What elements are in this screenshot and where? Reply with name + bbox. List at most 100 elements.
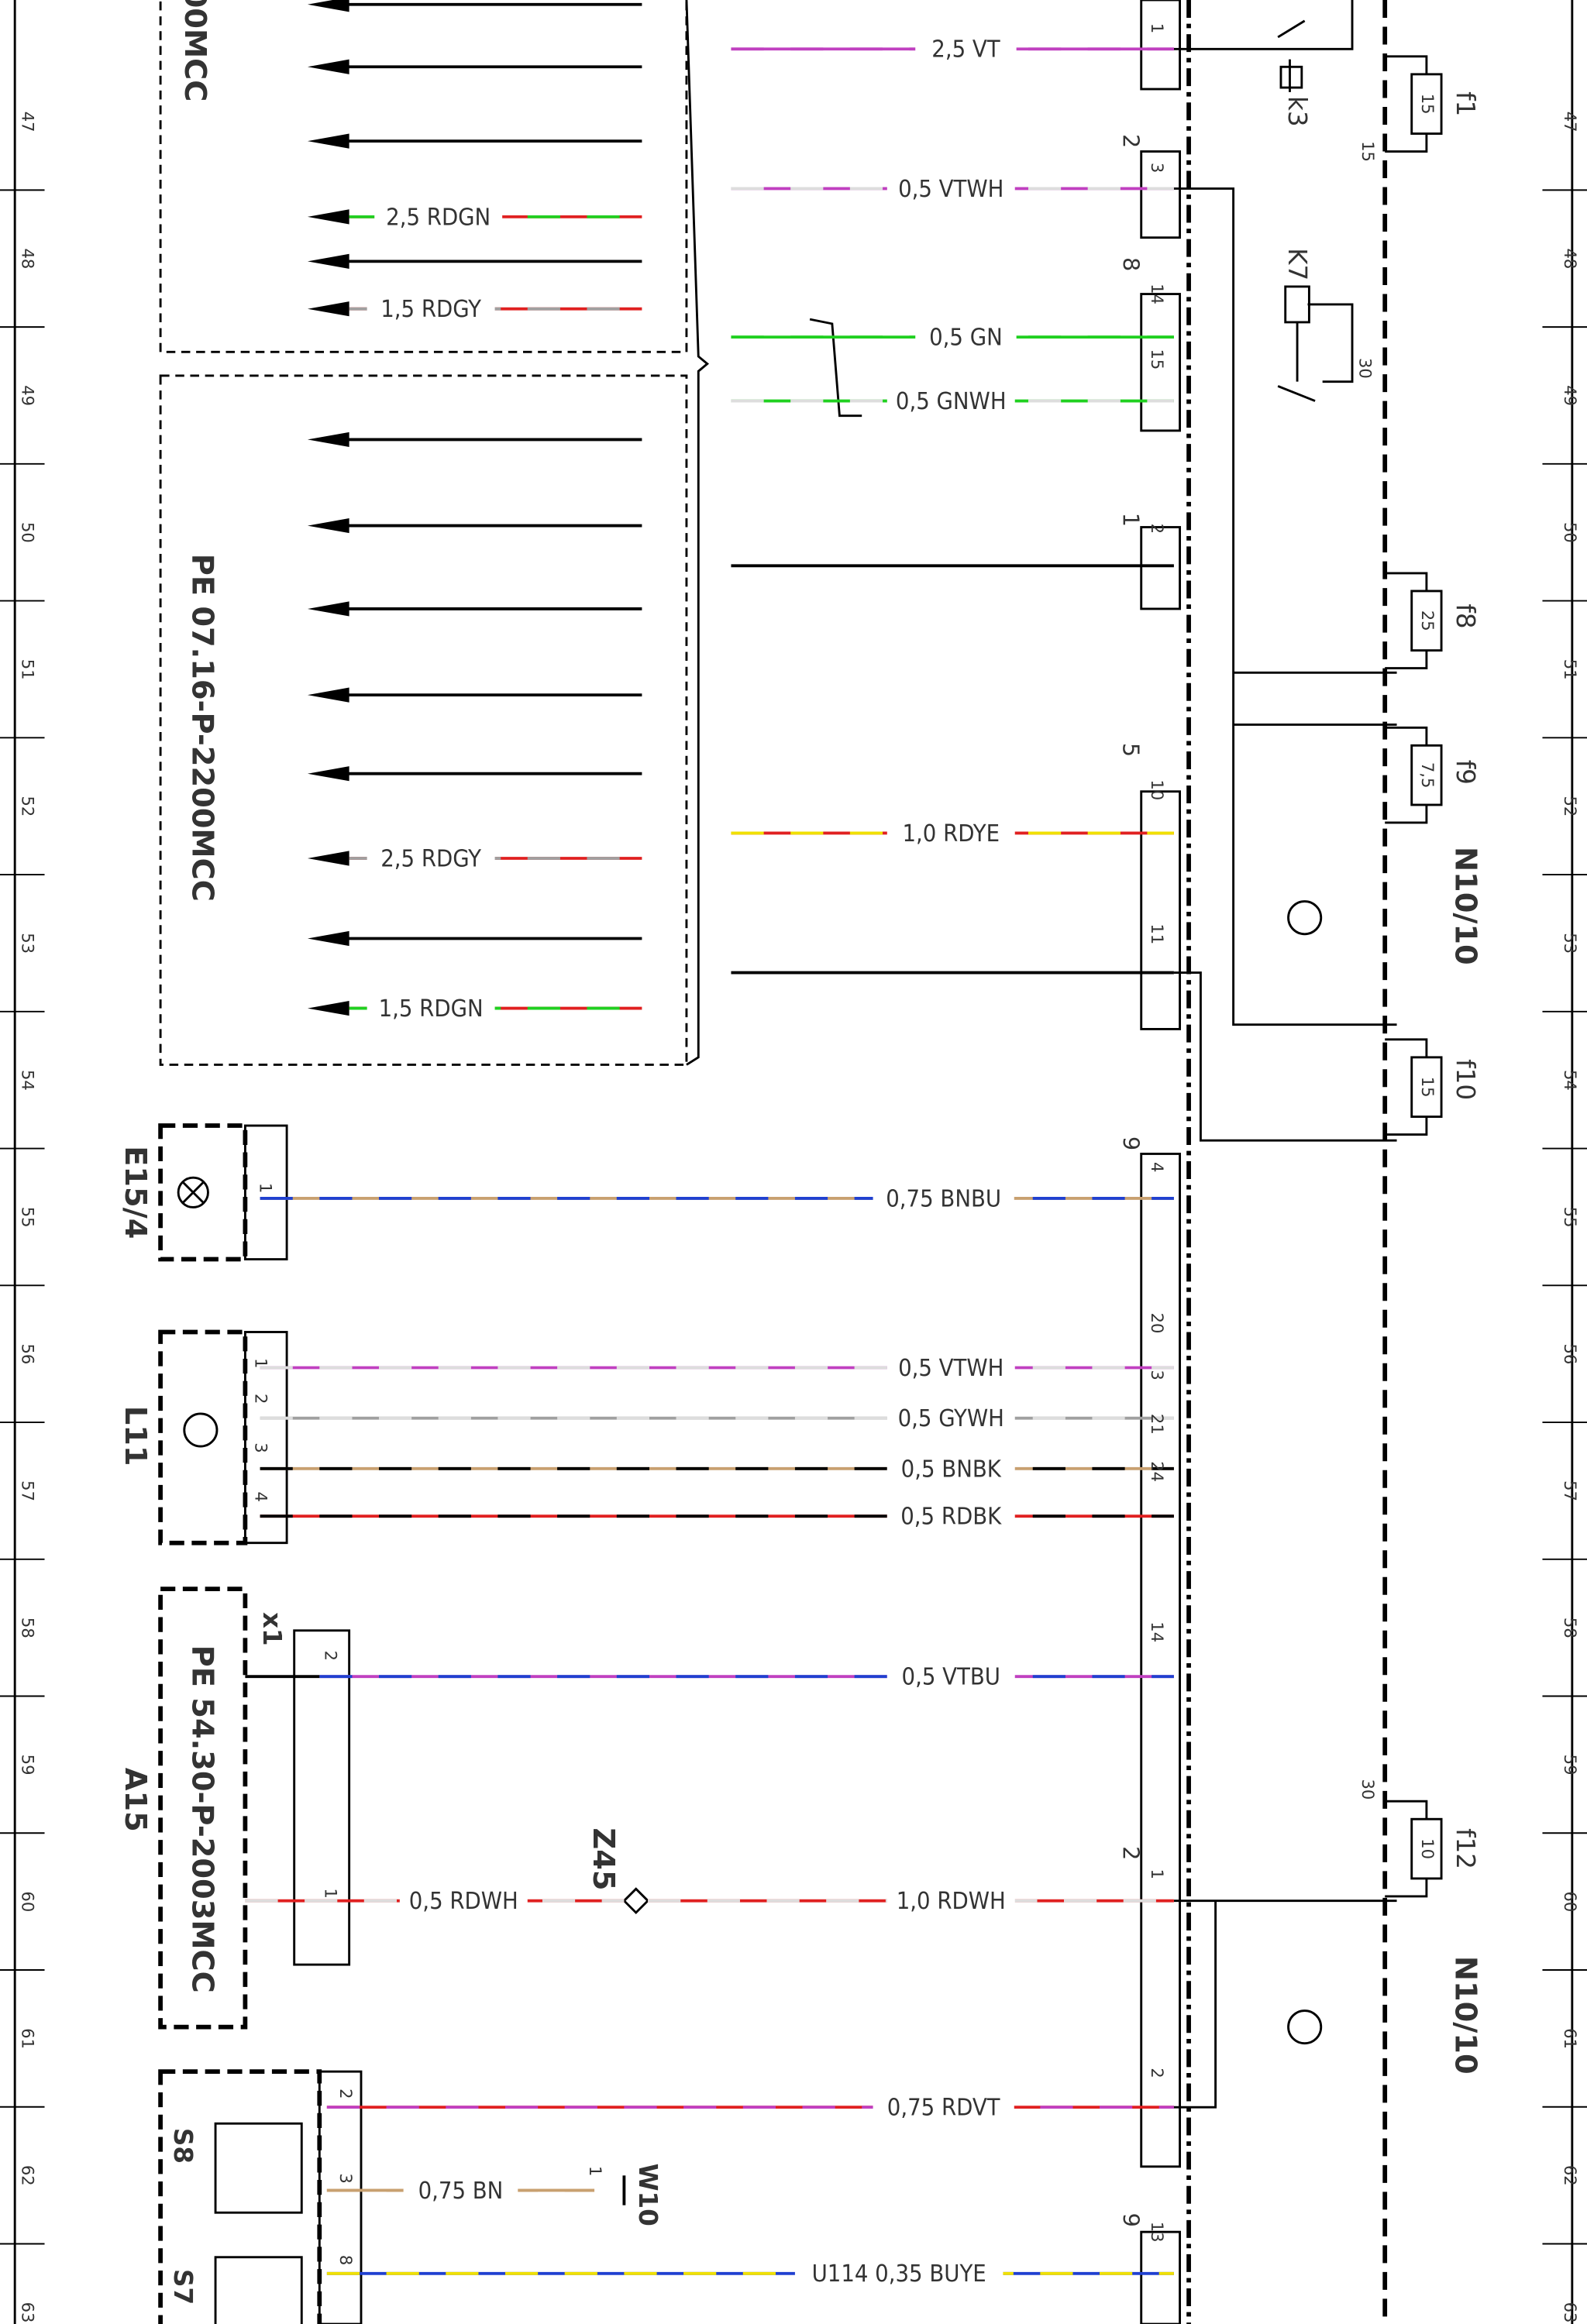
row-number: 63	[19, 2302, 38, 2323]
wire-label: 2,5 RDGY	[380, 845, 481, 872]
component-label: L11	[118, 1406, 153, 1466]
fuse	[1410, 590, 1443, 652]
fuse	[1410, 744, 1443, 806]
device-pin: 1	[252, 1358, 271, 1368]
reference: PE 54.30-P-2003MCC	[184, 1645, 219, 1993]
pin-number: 1	[1148, 1868, 1167, 1879]
row-number: 62	[19, 2165, 38, 2186]
pin-number: 2	[1148, 524, 1167, 534]
pin-number: 10	[1148, 779, 1167, 800]
label-bg	[886, 174, 1015, 204]
pin-number: 15	[1148, 349, 1167, 370]
wire-label: 0,75 BNBU	[886, 1185, 1001, 1212]
row-number: 50	[1561, 522, 1580, 543]
pin-number: 14	[1148, 284, 1167, 304]
component-label: k3	[1282, 96, 1312, 127]
connector-number: 9	[1117, 1136, 1144, 1150]
label-bg	[873, 2092, 1014, 2123]
arrow-head	[307, 253, 349, 269]
wire-label: 2,5 RDGN	[386, 204, 491, 231]
device-pin: 3	[252, 1442, 271, 1452]
label-bg	[886, 818, 1015, 848]
component-label: W10	[633, 2164, 663, 2226]
fuse-rating: 15	[1418, 1077, 1437, 1098]
wire-label: 0,5 GYWH	[898, 1405, 1004, 1432]
pin-number: 13	[1148, 2222, 1167, 2243]
connector-number: 2	[1117, 134, 1144, 148]
fuse	[1410, 1056, 1443, 1118]
arrow-head	[307, 209, 349, 225]
component-label: A15	[118, 1768, 153, 1832]
component-label: f10	[1451, 1059, 1480, 1100]
row-number: 53	[19, 933, 38, 954]
arrow-head	[307, 687, 349, 703]
terminal-label: 30	[1355, 358, 1375, 379]
row-number: 53	[1561, 933, 1580, 954]
component-label: f9	[1451, 760, 1480, 785]
connector-number: 2	[1117, 1846, 1144, 1860]
wire-label: 0,75 BN	[418, 2178, 504, 2205]
pin-number: 4	[1148, 1162, 1167, 1172]
wire-label: 0,5 RDBK	[900, 1504, 1002, 1531]
connector-number: 9	[1117, 2213, 1144, 2227]
arrow-head	[307, 766, 349, 782]
wire-label: 0,5 BNBK	[901, 1456, 1002, 1483]
device-pin: 8	[336, 2255, 356, 2265]
fuse-rating: 7,5	[1418, 762, 1437, 789]
fuse	[1410, 73, 1443, 135]
label-bg	[886, 1353, 1015, 1383]
row-number: 60	[1561, 1891, 1580, 1912]
device-pin: 1	[322, 1888, 341, 1898]
component-label: S7	[168, 2269, 198, 2305]
fuse-rating: 10	[1418, 1838, 1437, 1859]
pin-number: 1	[1148, 23, 1167, 33]
row-number: 47	[1561, 112, 1580, 132]
component-label: K7	[1282, 248, 1312, 280]
frame	[13, 0, 1574, 2324]
label-bg	[886, 1453, 1015, 1484]
label-bg	[367, 294, 495, 324]
fuse-lead	[1385, 1800, 1428, 1898]
wire-label: U114 0,35 BUYE	[812, 2260, 986, 2288]
pin-number: 14	[1148, 1621, 1167, 1642]
component-label: f8	[1451, 603, 1480, 628]
row-number: 63	[1561, 2302, 1580, 2323]
component-label: f1	[1451, 91, 1480, 116]
pin-number: 24	[1148, 1461, 1167, 1482]
device-pin: 2	[322, 1651, 341, 1661]
row-number: 58	[19, 1618, 38, 1638]
connector-number: 8	[1117, 257, 1144, 271]
pin-number: 21	[1148, 1414, 1167, 1435]
pin-number: 3	[1148, 1370, 1167, 1380]
fuse-lead	[1385, 55, 1428, 153]
device-pin: 2	[252, 1394, 271, 1404]
label-bg	[399, 1886, 528, 1916]
wire-label: 0,5 GN	[929, 325, 1003, 352]
label-bg	[367, 993, 495, 1023]
row-number: 56	[19, 1343, 38, 1364]
label-bg	[403, 2175, 518, 2205]
row-number: 55	[19, 1207, 38, 1228]
fuse	[1410, 1817, 1443, 1880]
label-bg	[367, 843, 495, 874]
wire-label: 0,5 VTWH	[898, 176, 1003, 203]
connector-number: 1	[1117, 513, 1144, 527]
wire-label: 0,5 RDWH	[409, 1888, 518, 1915]
arrow-head	[307, 431, 349, 447]
arrow-head	[307, 930, 349, 947]
row-number: 49	[19, 385, 38, 406]
arrow-head	[307, 601, 349, 617]
arrow-head	[307, 0, 349, 12]
label-bg	[873, 1183, 1014, 1214]
fuse-lead	[1385, 1038, 1428, 1136]
component-label: N10/10	[1448, 847, 1482, 965]
row-number: 57	[1561, 1480, 1580, 1501]
row-number: 52	[19, 796, 38, 816]
arrow-head	[307, 301, 349, 317]
row-number: 54	[1561, 1070, 1580, 1091]
wire-label: 1,0 RDWH	[897, 1888, 1006, 1915]
connector-number: 5	[1117, 743, 1144, 757]
row-number: 57	[19, 1480, 38, 1501]
row-number: 51	[1561, 659, 1580, 680]
